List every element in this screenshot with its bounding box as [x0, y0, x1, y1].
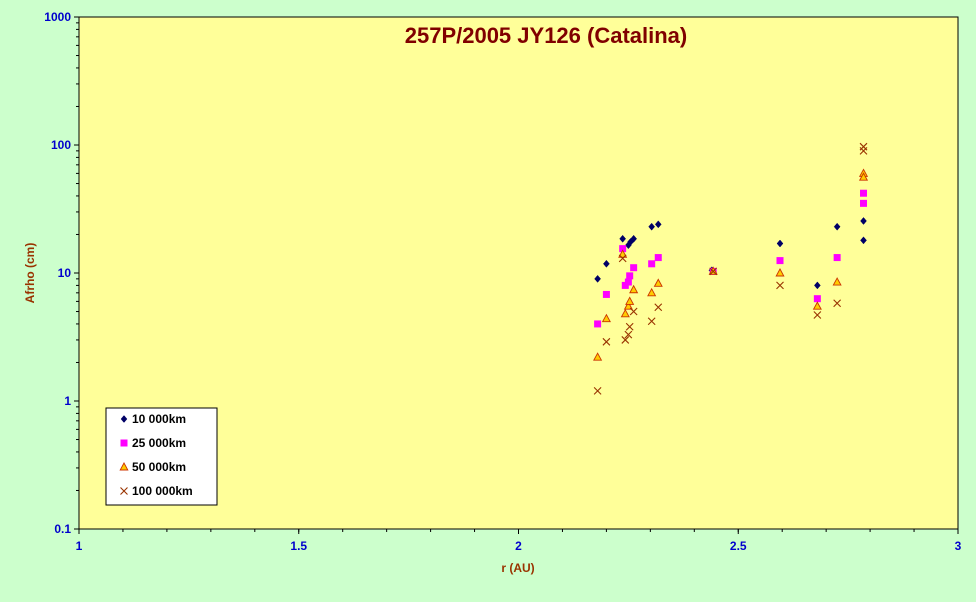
legend-label: 10 000km — [132, 412, 186, 426]
legend-marker — [119, 462, 129, 471]
data-point — [629, 307, 638, 316]
data-point — [859, 146, 868, 155]
data-point — [621, 336, 630, 344]
data-point — [860, 236, 867, 245]
data-point — [860, 189, 868, 197]
data-point — [624, 330, 633, 339]
legend-label: 50 000km — [132, 460, 186, 474]
x-tick-label: 2 — [515, 539, 522, 553]
data-point — [647, 317, 656, 326]
data-point — [709, 267, 718, 276]
data-point — [618, 254, 627, 263]
y-tick-label: 0.1 — [54, 522, 71, 536]
data-point — [654, 220, 662, 229]
x-tick-label: 3 — [955, 539, 962, 553]
x-axis-title: r (AU) — [501, 561, 534, 575]
data-point — [630, 264, 638, 272]
data-point — [630, 234, 637, 243]
data-point — [619, 234, 626, 243]
data-point — [833, 222, 841, 231]
data-point — [593, 352, 603, 361]
data-point — [776, 239, 784, 248]
data-point — [654, 254, 662, 262]
data-point — [860, 199, 868, 207]
legend-marker — [120, 487, 128, 495]
y-axis-title: Afrho (cm) — [23, 243, 37, 304]
x-axis: 1 1.5 2 2.5 3 — [76, 529, 962, 553]
legend-marker — [120, 415, 128, 423]
series — [593, 142, 868, 395]
legend-marker — [120, 439, 128, 447]
y-tick-label: 100 — [51, 138, 71, 152]
data-point — [603, 259, 610, 268]
data-point — [593, 386, 602, 395]
data-point — [776, 281, 784, 290]
data-point — [775, 268, 785, 277]
data-point — [654, 303, 663, 312]
data-point — [594, 320, 602, 328]
data-point — [625, 322, 634, 331]
x-tick-label: 1 — [76, 539, 83, 553]
data-point — [813, 311, 822, 319]
data-point — [601, 313, 611, 323]
legend: 10 000km 25 000km 50 000km 100 000km — [105, 407, 218, 506]
legend-box — [105, 407, 218, 506]
data-point — [594, 274, 601, 283]
y-tick-label: 1000 — [44, 10, 71, 24]
data-point — [648, 260, 656, 268]
series — [593, 168, 869, 361]
data-point — [647, 287, 657, 297]
data-point — [860, 217, 867, 225]
data-point — [813, 295, 821, 303]
data-point — [618, 249, 628, 258]
x-tick-label: 2.5 — [730, 539, 747, 553]
data-point — [619, 245, 627, 253]
legend-label: 100 000km — [132, 484, 193, 498]
data-point — [833, 299, 842, 308]
data-point — [833, 254, 841, 262]
data-point — [625, 296, 635, 305]
data-points — [593, 142, 869, 395]
data-point — [776, 257, 784, 265]
data-point — [602, 337, 611, 346]
data-point — [624, 278, 632, 286]
y-tick-label: 10 — [58, 266, 72, 280]
data-point — [653, 278, 663, 287]
data-point — [626, 272, 634, 280]
data-point — [602, 290, 610, 298]
x-tick-label: 1.5 — [290, 539, 307, 553]
data-point — [858, 172, 869, 181]
data-point — [623, 301, 633, 310]
y-tick-label: 1 — [64, 394, 71, 408]
data-point — [812, 301, 822, 310]
data-point — [648, 222, 655, 231]
y-axis: 0.1 1 10 100 1000 — [44, 10, 79, 536]
data-point — [814, 281, 821, 290]
data-point — [832, 277, 842, 286]
chart-title: 257P/2005 JY126 (Catalina) — [405, 23, 688, 48]
plot-area — [78, 16, 959, 530]
legend-label: 25 000km — [132, 436, 186, 450]
data-point — [620, 308, 630, 318]
data-point — [629, 284, 639, 294]
